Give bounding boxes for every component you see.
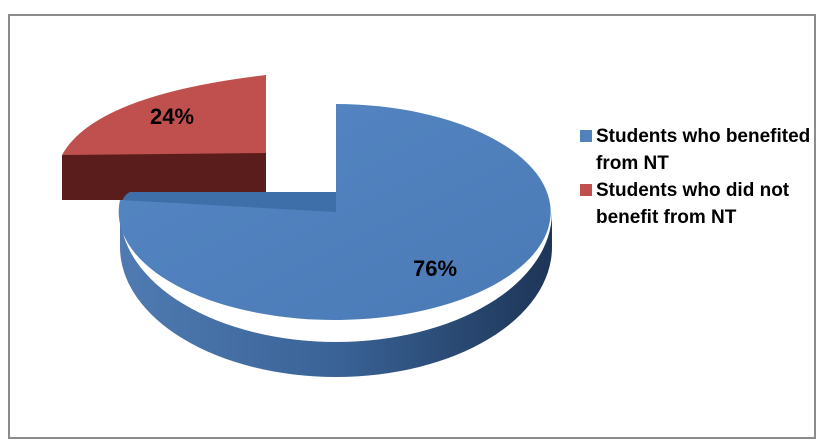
data-label-benefited: 76%: [413, 256, 457, 281]
pie-slice-not-benefited: [62, 75, 266, 200]
pie-slice-benefited: [118, 104, 552, 377]
legend-item-benefited: Students who benefited from NT: [576, 123, 816, 177]
legend-label-not-benefited: Students who did not benefit from NT: [596, 180, 790, 228]
pie-slice-benefited-top-face: [118, 104, 551, 320]
legend-item-not-benefited: Students who did not benefit from NT: [576, 177, 816, 231]
data-label-not-benefited: 24%: [150, 104, 194, 129]
legend-label-benefited: Students who benefited from NT: [596, 126, 811, 174]
pie-slice-not-benefited-top: [62, 75, 266, 155]
legend-swatch-benefited: [580, 130, 592, 142]
legend-swatch-not-benefited: [580, 184, 592, 196]
pie-slice-benefited-side: [120, 212, 552, 377]
legend: Students who benefited from NT Students …: [576, 123, 816, 231]
